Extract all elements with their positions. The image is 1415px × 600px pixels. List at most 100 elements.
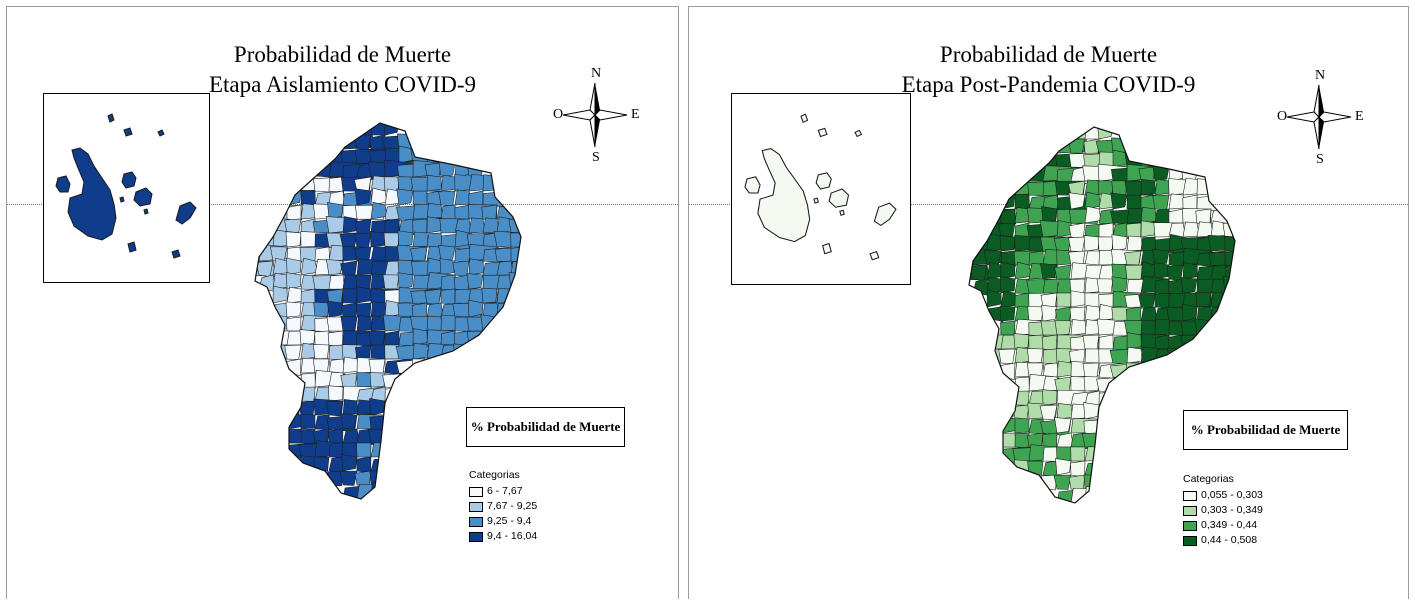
canton-region <box>1141 320 1156 335</box>
legend-item: 9,25 - 9,4 <box>469 514 537 529</box>
canton-region <box>1113 377 1128 392</box>
legend: Categorias 6 - 7,67 7,67 - 9,25 9,25 - 9… <box>469 468 537 544</box>
canton-region <box>357 443 371 457</box>
canton-region <box>1127 333 1141 349</box>
canton-region <box>1043 349 1057 364</box>
canton-region <box>1110 363 1141 380</box>
canton-region <box>1041 305 1057 321</box>
canton-region <box>1141 362 1170 377</box>
canton-region <box>313 344 329 359</box>
compass-east: E <box>1355 110 1364 124</box>
canton-region <box>369 359 385 373</box>
canton-region <box>343 289 357 303</box>
canton-region <box>1127 195 1141 209</box>
canton-region <box>1069 193 1085 209</box>
canton-region <box>343 399 358 415</box>
compass-south: S <box>592 151 600 165</box>
canton-region <box>987 290 1001 307</box>
canton-region <box>1000 306 1015 321</box>
canton-region <box>357 315 372 331</box>
canton-region <box>327 301 343 317</box>
canton-region <box>1071 377 1085 391</box>
canton-region <box>1000 277 1015 293</box>
canton-region <box>441 289 455 304</box>
canton-region <box>1225 237 1253 251</box>
canton-region <box>1085 206 1101 223</box>
canton-region <box>1042 335 1057 351</box>
canton-region <box>285 345 301 360</box>
canton-region <box>999 404 1015 419</box>
compass-north: N <box>591 67 601 81</box>
legend-item: 0,349 - 0,44 <box>1183 518 1263 533</box>
compass-north: N <box>1315 69 1325 83</box>
canton-region <box>315 331 329 346</box>
canton-region <box>1057 293 1071 307</box>
canton-region <box>1015 194 1029 209</box>
canton-region <box>383 373 413 389</box>
canton-region <box>1153 195 1169 210</box>
canton-region <box>427 217 441 233</box>
canton-region <box>427 203 442 219</box>
canton-region <box>1112 181 1127 195</box>
canton-region <box>1183 222 1199 237</box>
canton-region <box>384 233 399 247</box>
canton-region <box>439 191 455 206</box>
canton-region <box>340 413 357 429</box>
canton-region <box>398 177 413 191</box>
canton-region <box>497 303 512 317</box>
canton-region <box>1027 348 1043 363</box>
canton-region <box>1084 235 1099 251</box>
canton-region <box>1112 277 1127 293</box>
legend-swatch <box>469 517 483 527</box>
canton-region <box>467 273 483 289</box>
canton-region <box>1154 262 1169 279</box>
legend-item: 0,303 - 0,349 <box>1183 503 1263 518</box>
canton-region <box>413 343 428 359</box>
canton-region <box>398 273 413 289</box>
canton-region <box>385 387 413 403</box>
canton-region <box>1029 335 1043 350</box>
legend-item: 6 - 7,67 <box>469 484 537 499</box>
canton-region <box>371 301 387 317</box>
canton-region <box>1055 320 1071 335</box>
canton-region <box>970 265 987 281</box>
compass-east: E <box>631 108 640 122</box>
canton-region <box>329 386 343 401</box>
canton-region <box>355 189 371 205</box>
canton-region <box>1000 236 1015 251</box>
canton-region <box>370 231 385 247</box>
canton-region <box>1068 139 1085 153</box>
compass-west: O <box>553 108 563 122</box>
canton-region <box>300 329 315 345</box>
canton-region <box>1181 277 1197 293</box>
canton-region <box>427 175 441 191</box>
legend-swatch <box>469 532 483 542</box>
canton-region <box>1083 335 1099 350</box>
canton-region <box>341 316 357 331</box>
canton-region <box>1223 276 1253 293</box>
canton-region <box>357 373 371 387</box>
canton-region <box>1014 333 1029 349</box>
canton-region <box>1209 251 1239 267</box>
canton-region <box>1183 263 1198 279</box>
canton-region <box>1015 262 1032 279</box>
legend-swatch <box>1183 506 1197 516</box>
legend-label: 6 - 7,67 <box>487 484 523 499</box>
canton-region <box>1083 363 1099 377</box>
canton-region <box>1057 361 1072 377</box>
compass-rose: N S O E <box>1279 77 1359 157</box>
legend-swatch <box>469 502 483 512</box>
canton-region <box>287 258 301 275</box>
canton-region <box>1054 475 1071 489</box>
legend-label: 9,25 - 9,4 <box>487 514 531 529</box>
canton-region <box>1196 292 1211 307</box>
canton-region <box>369 331 385 346</box>
canton-region <box>301 414 315 429</box>
canton-region <box>385 401 415 417</box>
legend-swatch <box>1183 521 1197 531</box>
canton-region <box>1071 461 1085 477</box>
canton-region <box>453 261 469 277</box>
canton-region <box>1141 207 1156 223</box>
legend-title: Categorias <box>1183 472 1263 487</box>
legend-swatch <box>469 487 483 497</box>
